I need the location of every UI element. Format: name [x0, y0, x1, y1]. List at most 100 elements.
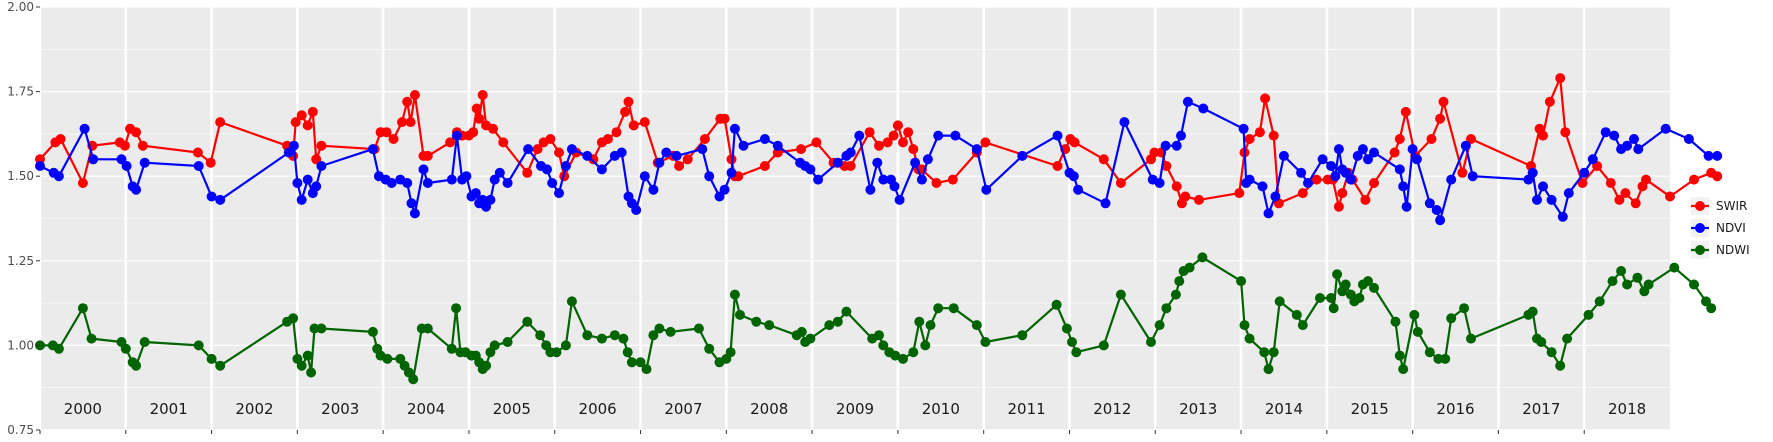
swir-point — [545, 134, 556, 144]
ndwi-point — [1363, 276, 1373, 287]
ndwi-point — [1689, 279, 1699, 290]
ndwi-point — [805, 333, 816, 344]
y-tick-label: 1.50 — [7, 169, 34, 183]
ndvi-point — [470, 188, 481, 199]
ndvi-point — [1330, 171, 1341, 182]
legend-key-point — [1695, 245, 1705, 255]
swir-point — [759, 161, 770, 171]
ndvi-point — [916, 174, 927, 185]
ndwi-point — [980, 337, 991, 347]
year-label: 2001 — [150, 400, 188, 418]
ndwi-point — [1701, 296, 1711, 307]
swir-point — [1337, 188, 1348, 199]
swir-point — [397, 117, 407, 128]
ndvi-point — [485, 194, 496, 205]
swir-point — [77, 178, 88, 188]
ndwi-point — [874, 330, 884, 341]
ndwi-point — [596, 333, 607, 344]
ndvi-point — [193, 161, 204, 171]
swir-point — [137, 140, 148, 151]
ndwi-point — [77, 303, 88, 314]
legend-item-ndvi: NDVI — [1691, 219, 1746, 237]
year-facet-labels: 2000 2001 2002 2003 2004 2005 2006 2007 2008 2009… — [64, 400, 1646, 418]
swir-point — [1560, 127, 1571, 138]
ndvi-point — [1546, 194, 1557, 205]
swir-point — [290, 117, 301, 128]
ndvi-point — [422, 178, 433, 188]
ndwi-point — [914, 316, 925, 327]
ndwi-point — [551, 347, 562, 358]
swir-point — [620, 106, 631, 117]
legend-label: NDVI — [1716, 221, 1746, 235]
ndvi-point — [845, 147, 856, 158]
ndwi-point — [1706, 303, 1717, 314]
swir-point — [1426, 134, 1437, 144]
ndvi-point — [738, 140, 749, 151]
year-label: 2003 — [321, 400, 359, 418]
swir-point — [719, 113, 730, 124]
ndwi-point — [920, 340, 931, 351]
ndwi-point — [725, 347, 736, 358]
ndvi-point — [759, 134, 770, 144]
ndvi-point — [311, 181, 322, 192]
year-label: 2004 — [407, 400, 445, 418]
ndwi-point — [1390, 316, 1401, 327]
ndvi-point — [1532, 194, 1542, 205]
ndvi-point — [1683, 134, 1694, 144]
x-axis — [39, 430, 1585, 434]
ndwi-point — [1239, 320, 1250, 331]
swir-point — [1360, 194, 1371, 205]
ndvi-point — [1411, 154, 1422, 165]
year-label: 2013 — [1179, 400, 1217, 418]
ndwi-point — [626, 357, 637, 368]
swir-point — [388, 134, 399, 144]
ndvi-point — [1052, 130, 1063, 141]
ndwi-point — [306, 367, 317, 378]
swir-point — [931, 178, 942, 188]
ndwi-point — [735, 309, 745, 320]
swir-point — [1194, 194, 1204, 205]
swir-point — [554, 147, 564, 158]
swir-point — [908, 144, 919, 155]
swir-point — [1234, 188, 1245, 199]
year-label: 2016 — [1436, 400, 1474, 418]
swir-point — [405, 117, 416, 128]
ndvi-point — [1369, 147, 1379, 158]
ndwi-point — [1017, 330, 1028, 341]
ndvi-point — [1579, 167, 1590, 178]
ndvi-point — [719, 184, 730, 195]
ndvi-point — [1633, 144, 1644, 155]
ndvi-point — [832, 157, 843, 168]
swir-point — [1333, 201, 1344, 212]
swir-point — [639, 117, 650, 128]
swir-point — [1555, 73, 1566, 84]
ndwi-point — [1236, 276, 1247, 287]
swir-point — [119, 140, 130, 151]
ndvi-point — [971, 144, 982, 155]
ndvi-point — [206, 191, 217, 202]
legend: SWIR NDVI NDWI — [1691, 197, 1750, 259]
swir-point — [316, 140, 327, 151]
swir-point — [1577, 178, 1588, 188]
ndwi-point — [1643, 279, 1654, 290]
ndvi-point — [772, 140, 783, 151]
y-tick-label: 1.75 — [7, 85, 34, 99]
y-tick-label: 0.75 — [7, 423, 34, 437]
ndwi-point — [948, 303, 959, 314]
ndvi-point — [1345, 174, 1356, 185]
ndvi-point — [950, 130, 961, 141]
y-tick-label: 1.00 — [7, 338, 34, 352]
ndwi-point — [1632, 272, 1643, 283]
ndwi-point — [206, 353, 217, 364]
ndvi-point — [1340, 167, 1351, 178]
ndvi-point — [1460, 140, 1471, 151]
swir-point — [1069, 137, 1080, 148]
ndwi-point — [1184, 262, 1195, 273]
ndwi-point — [1098, 340, 1109, 351]
ndwi-point — [1244, 333, 1255, 344]
ndwi-point — [296, 360, 307, 371]
swir-point — [522, 167, 533, 178]
ndwi-point — [1583, 309, 1594, 320]
ndwi-point — [309, 323, 320, 334]
swir-point — [1614, 194, 1625, 205]
